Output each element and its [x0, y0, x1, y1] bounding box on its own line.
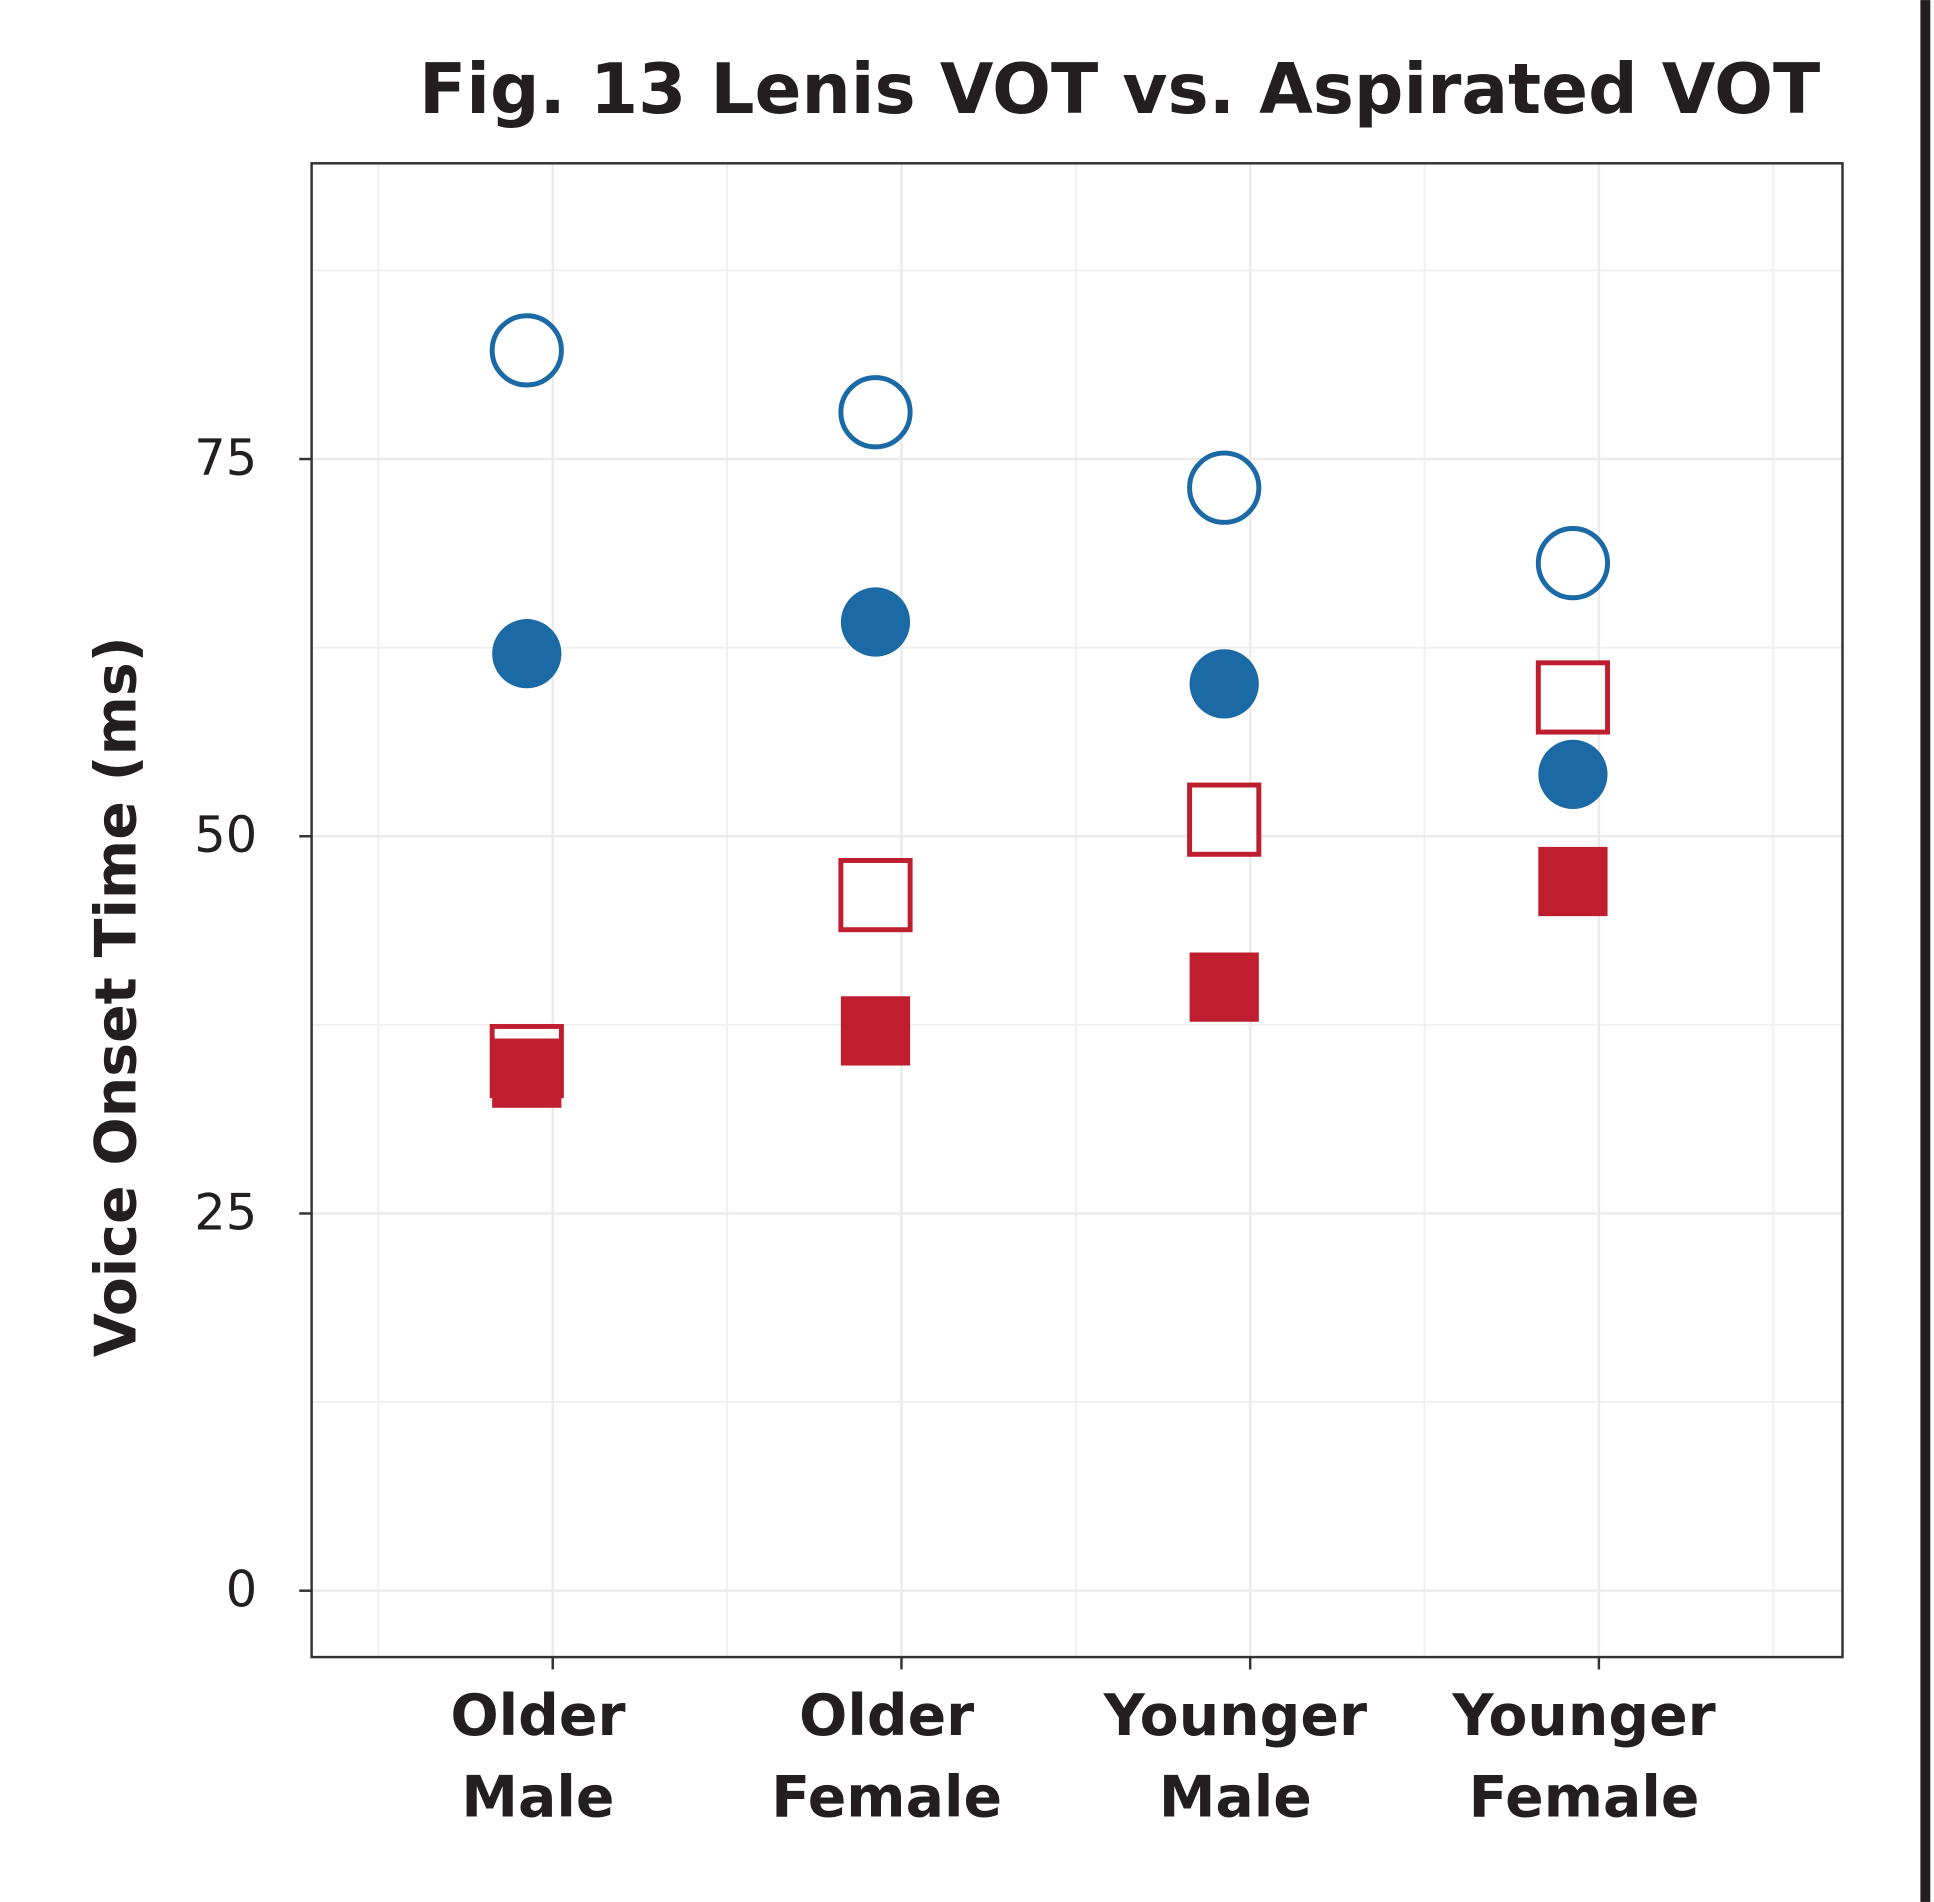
square-point — [492, 1038, 562, 1108]
circle-point — [1535, 526, 1611, 601]
x-tick-label: Younger Female — [1451, 1683, 1715, 1831]
square-point — [1187, 782, 1262, 857]
circle-point — [838, 375, 913, 450]
square-point — [1189, 952, 1259, 1022]
y-tick-label: 0 — [226, 1561, 257, 1619]
circle-point — [1189, 649, 1259, 719]
edge-bar — [1920, 0, 1931, 1902]
circle-point — [489, 313, 564, 388]
circle-point — [1187, 450, 1262, 525]
x-tick-label: Younger Male — [1103, 1683, 1367, 1831]
chart-title: Fig. 13 Lenis VOT vs. Aspirated VOT — [419, 50, 1820, 130]
x-tick-label: Older Female — [771, 1683, 1002, 1831]
circle-point — [1538, 739, 1608, 810]
plot-background — [311, 163, 1843, 1658]
circle-point — [492, 619, 562, 689]
y-tick-label: 25 — [194, 1183, 257, 1241]
square-point — [838, 858, 913, 933]
square-point — [1535, 660, 1611, 735]
y-axis-label: Voice Onset Time (ms) — [84, 636, 150, 1357]
square-point — [1538, 846, 1608, 917]
square-point — [840, 996, 911, 1066]
x-tick-label: Older Male — [450, 1683, 625, 1831]
plot-border — [310, 162, 1844, 1659]
y-tick-label: 75 — [194, 429, 257, 487]
y-tick-label: 50 — [194, 806, 257, 864]
circle-point — [840, 587, 911, 657]
